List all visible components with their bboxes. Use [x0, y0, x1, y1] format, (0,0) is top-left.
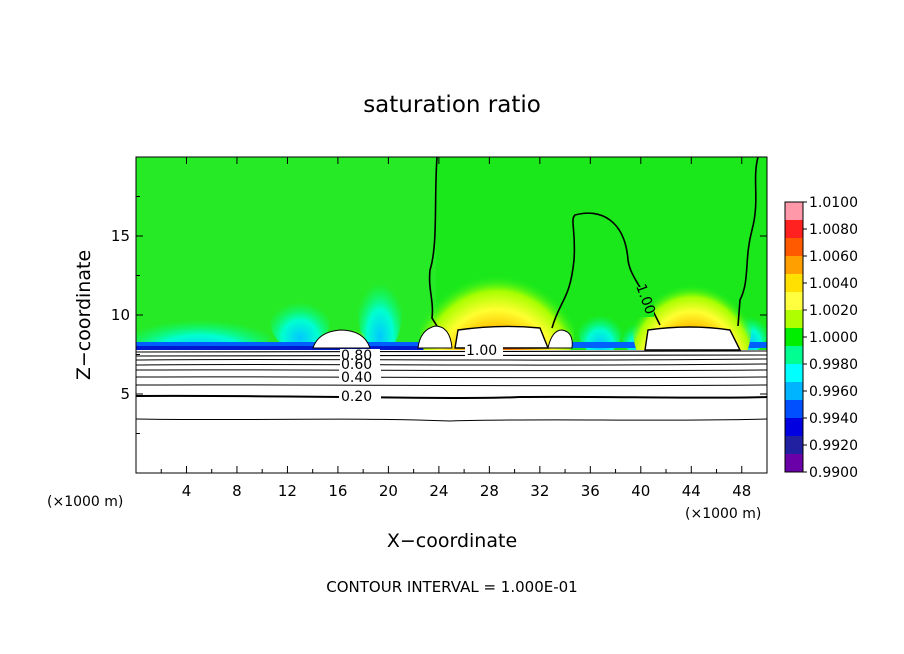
white-cap — [417, 325, 453, 349]
colorbar-swatch — [785, 346, 803, 365]
contour-line — [136, 384, 767, 387]
x-tick-label: 12 — [278, 482, 297, 500]
x-tick-label: 28 — [480, 482, 499, 500]
colorbar: 1.0100 1.0080 1.0060 1.0040 1.0020 1.0000 0.99… — [784, 195, 858, 481]
cyan-region — [270, 290, 330, 350]
colorbar-label: 0.9960 — [809, 384, 858, 400]
contour-label: 0.40 — [341, 370, 372, 386]
colorbar-label: 1.0040 — [809, 276, 858, 292]
colorbar-swatch — [785, 382, 803, 401]
colorbar-label: 1.0000 — [809, 330, 858, 346]
y-axis-ticks: 5 10 15 — [111, 196, 767, 434]
x-axis-ticks: 4 8 12 16 20 24 28 32 36 40 44 48 — [160, 157, 751, 500]
colorbar-swatch — [785, 454, 803, 473]
x-tick-label: 24 — [429, 482, 448, 500]
contour-labels: 1.00 1.00 0.80 0.60 0.40 0.20 — [339, 282, 658, 405]
lower-region — [136, 350, 767, 473]
x-tick-label: 44 — [682, 482, 701, 500]
contour-label: 0.80 — [341, 348, 372, 364]
colorbar-swatch — [785, 328, 803, 347]
contour-line — [136, 350, 767, 353]
colorbar-label: 1.0080 — [809, 222, 858, 238]
chart-title: saturation ratio — [363, 92, 541, 118]
colorbar-swatch — [785, 310, 803, 329]
cyan-region — [358, 265, 402, 355]
contour-line-1-00 — [428, 157, 759, 329]
colorbar-swatch — [785, 400, 803, 419]
white-cap — [644, 326, 742, 351]
contour-lines-lower — [136, 350, 767, 422]
contour-line — [136, 369, 767, 372]
colorbar-swatch — [785, 256, 803, 275]
contour-line — [136, 418, 767, 422]
colorbar-swatch — [785, 202, 803, 221]
x-tick-label: 48 — [732, 482, 751, 500]
x-unit-label: (×1000 m) — [685, 506, 761, 522]
colorbar-swatch — [785, 292, 803, 311]
y-tick-label: 10 — [111, 306, 130, 324]
contour-line — [136, 358, 767, 361]
z-unit-label: (×1000 m) — [47, 494, 123, 510]
colorbar-label: 1.0020 — [809, 303, 858, 319]
x-tick-label: 32 — [530, 482, 549, 500]
colorbar-swatch — [785, 274, 803, 293]
x-tick-label: 36 — [581, 482, 600, 500]
colorbar-label: 0.9940 — [809, 411, 858, 427]
contour-line — [136, 363, 767, 366]
x-tick-label: 8 — [232, 482, 242, 500]
y-tick-label: 15 — [111, 227, 130, 245]
x-tick-label: 4 — [182, 482, 192, 500]
colorbar-label: 1.0060 — [809, 249, 858, 265]
x-tick-label: 20 — [379, 482, 398, 500]
colorbar-swatch — [785, 220, 803, 239]
colorbar-label: 0.9980 — [809, 357, 858, 373]
white-cap — [547, 329, 573, 349]
colorbar-swatch — [785, 364, 803, 383]
dark-blue-surface-band — [136, 346, 436, 350]
contour-interval-note: CONTOUR INTERVAL = 1.000E-01 — [326, 578, 577, 596]
colorbar-label: 1.0100 — [809, 195, 858, 211]
contour-line — [136, 394, 767, 399]
white-cap — [312, 329, 371, 349]
y-tick-label: 5 — [120, 385, 130, 403]
y-axis-title: Z−coordinate — [73, 250, 95, 380]
contour-label: 0.20 — [341, 389, 372, 405]
contour-line — [136, 376, 767, 379]
colorbar-swatch — [785, 418, 803, 437]
contour-line — [136, 354, 767, 357]
contour-label: 1.00 — [466, 343, 497, 359]
colorbar-label: 0.9920 — [809, 438, 858, 454]
colorbar-swatch — [785, 238, 803, 257]
colorbar-swatch — [785, 436, 803, 455]
x-tick-label: 40 — [631, 482, 650, 500]
plot-area — [136, 157, 767, 473]
x-tick-label: 16 — [328, 482, 347, 500]
x-axis-title: X−coordinate — [387, 530, 517, 552]
colorbar-label: 0.9900 — [809, 465, 858, 481]
